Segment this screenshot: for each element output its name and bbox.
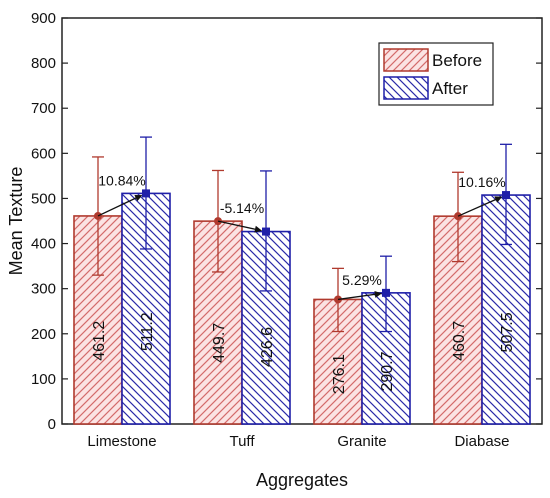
marker-after (262, 227, 270, 236)
y-tick-label: 800 (31, 55, 56, 72)
y-tick-label: 0 (48, 416, 56, 433)
change-connectors: 10.84% -5.14% 5.29% 10.16% (97, 172, 506, 301)
bar-value-label: 426.6 (259, 327, 276, 367)
x-axis: Limestone Tuff Granite Diabase (87, 418, 510, 450)
x-tick-label: Diabase (454, 433, 509, 450)
bar-value-label: 511.2 (139, 312, 156, 351)
y-tick-label: 100 (31, 371, 56, 388)
bar-value-label: 507.5 (499, 312, 516, 352)
y-tick-label: 600 (31, 145, 56, 162)
change-arrowhead (374, 290, 383, 298)
bar-value-label: 449.7 (211, 323, 228, 363)
x-axis-title: Aggregates (256, 470, 348, 490)
change-percent-label: 10.16% (458, 174, 505, 190)
y-tick-label: 500 (31, 190, 56, 207)
change-arrowhead (254, 225, 263, 233)
legend: Before After (378, 42, 494, 106)
x-tick-label: Granite (337, 433, 386, 450)
bars (73, 192, 531, 425)
change-connector (337, 293, 381, 301)
error-bars (92, 136, 512, 333)
plot-area (61, 17, 543, 425)
plot-frame (61, 17, 543, 425)
y-tick-label: 700 (31, 100, 56, 117)
bar-value-labels: 461.2 511.2 449.7 426.6 276.1 290.7 460.7 507.5 (91, 312, 516, 394)
bar-value-label: 276.1 (331, 354, 348, 394)
bar-value-label: 461.2 (91, 321, 108, 361)
change-percent-label: -5.14% (220, 200, 264, 216)
x-tick-label: Tuff (229, 433, 255, 450)
marker-after (142, 189, 150, 198)
legend-swatch-before (383, 48, 429, 72)
bar-value-label: 290.7 (379, 351, 396, 391)
change-connector (217, 220, 261, 231)
change-arrowhead (494, 196, 503, 203)
marker-after (382, 288, 390, 297)
y-axis: 0 100 200 300 400 500 600 700 800 900 (31, 10, 542, 433)
marker-after (502, 191, 510, 200)
y-tick-label: 200 (31, 326, 56, 343)
change-connector (457, 197, 501, 217)
bar-value-label: 460.7 (451, 321, 468, 361)
y-axis-title: Mean Texture (6, 167, 26, 276)
y-tick-label: 400 (31, 236, 56, 253)
y-tick-label: 900 (31, 10, 56, 27)
change-arrowhead (134, 195, 143, 202)
legend-swatch-after (383, 76, 429, 100)
y-tick-label: 300 (31, 281, 56, 298)
change-percent-label: 10.84% (98, 172, 145, 188)
legend-label-after: After (432, 79, 468, 98)
x-tick-label: Limestone (87, 433, 156, 450)
change-percent-label: 5.29% (342, 272, 382, 288)
legend-label-before: Before (432, 51, 482, 70)
change-connector (97, 195, 141, 217)
